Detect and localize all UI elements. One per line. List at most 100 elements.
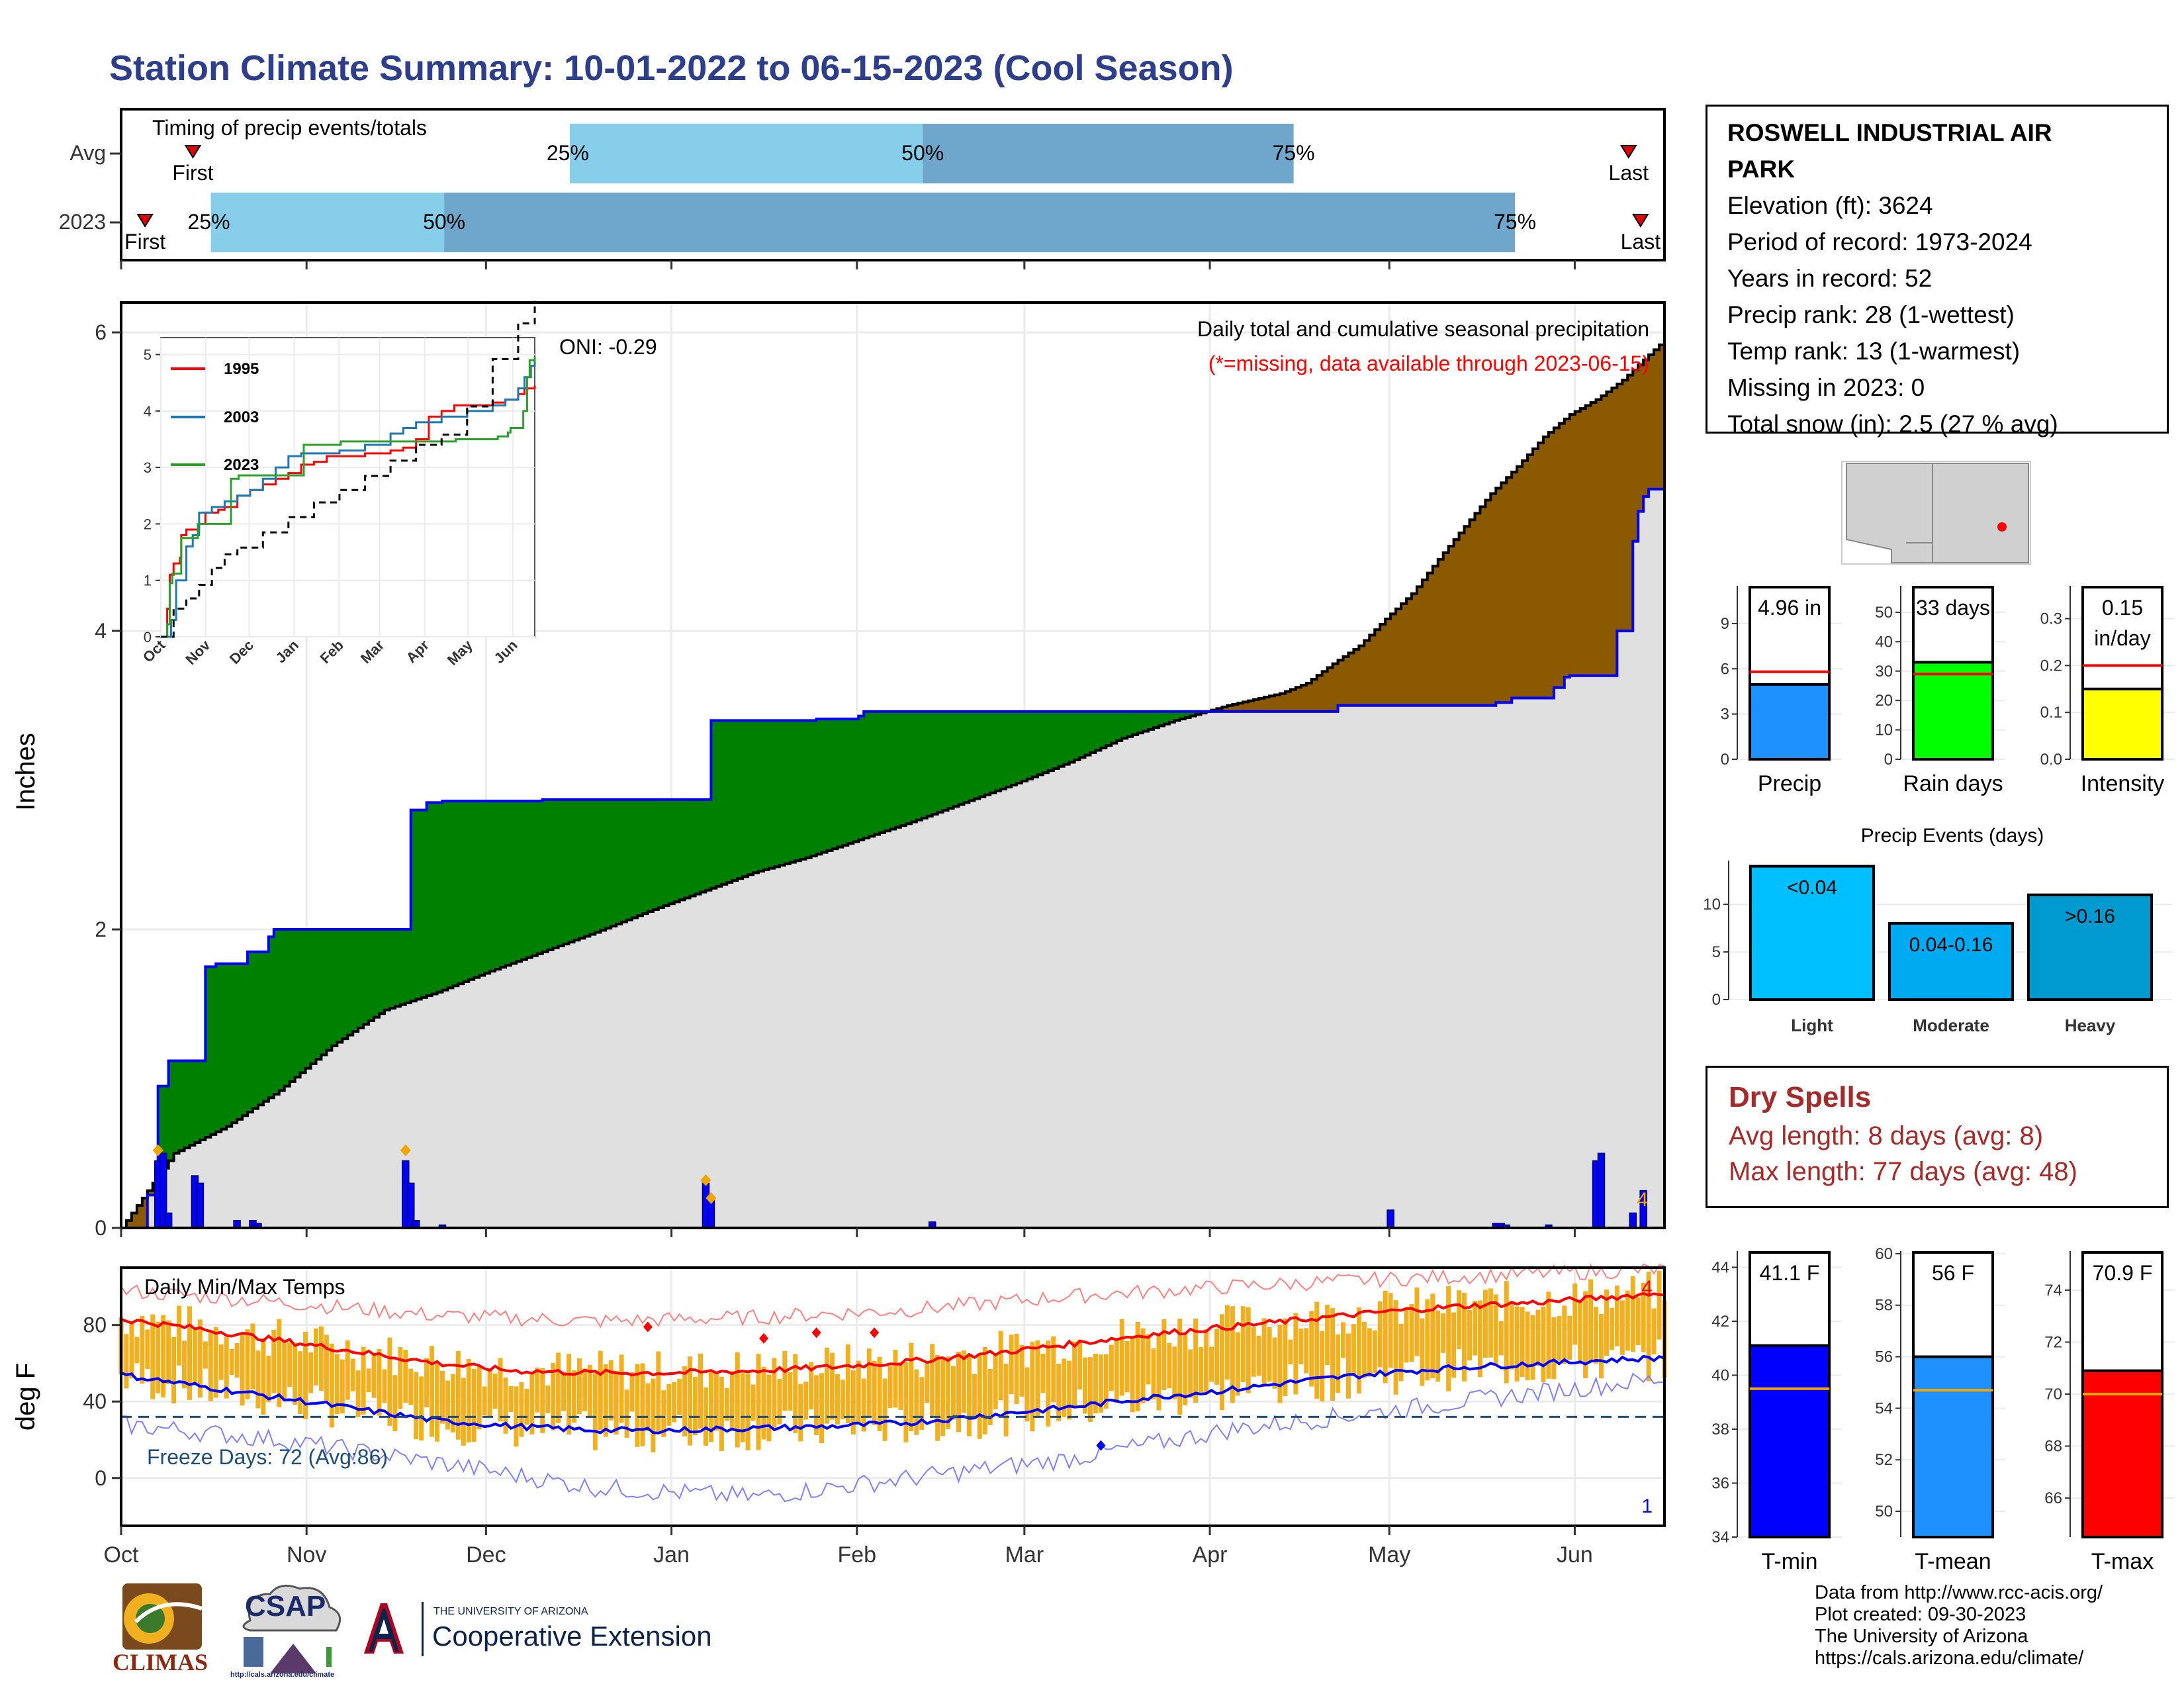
temp-ytick-label: 42 <box>1711 1313 1729 1331</box>
timing-first-label: First <box>172 161 213 185</box>
precip-daily-bar <box>196 1182 205 1229</box>
precip-summary-label: Precip <box>1758 771 1821 796</box>
inset-series-line <box>161 356 536 638</box>
precip-events-bar-label: 0.04-0.16 <box>1909 934 1993 956</box>
temps-ylabel: deg F <box>11 1363 40 1430</box>
ua-logo-big-text: Cooperative Extension <box>432 1620 712 1652</box>
footer-plot-created: Plot created: 09-30-2023 <box>1815 1604 2026 1625</box>
temps-daily-bars <box>118 1270 1667 1453</box>
dry-spells-heading: Dry Spells <box>1729 1081 1872 1113</box>
timing-p50-label: 50% <box>423 210 465 234</box>
inset-legend-label: 1995 <box>224 360 259 378</box>
temp-ytick-label: 34 <box>1711 1528 1729 1546</box>
temp-ytick-label: 60 <box>1875 1245 1893 1263</box>
temps-record-max-line <box>120 1263 1665 1329</box>
precip-summary-ytick-label: 0 <box>1721 751 1729 769</box>
precip-daily-bar <box>164 1212 173 1229</box>
timing-first-label: First <box>124 230 165 254</box>
page-title: Station Climate Summary: 10-01-2022 to 0… <box>109 48 1234 88</box>
inset-ytick-label: 0 <box>144 629 152 645</box>
inset-series-line <box>161 385 536 638</box>
snow-marker <box>152 1144 163 1156</box>
precip-title: Daily total and cumulative seasonal prec… <box>1197 317 1649 341</box>
temps-ytick-label: 0 <box>95 1466 107 1490</box>
inset-ytick-label: 4 <box>144 403 152 420</box>
precip-events-ytick-label: 10 <box>1703 896 1721 914</box>
temp-value-label: 41.1 F <box>1760 1261 1820 1285</box>
raindays-summary-ytick-label: 30 <box>1875 663 1893 680</box>
timing-row-label: Avg <box>69 141 106 165</box>
station-years: Years in record: 52 <box>1727 265 1933 292</box>
timing-row-label: 2023 <box>59 210 106 234</box>
precip-above-avg-area <box>121 711 1212 1228</box>
month-label: Oct <box>104 1542 139 1568</box>
footer-data-source: Data from http://www.rcc-acis.org/ <box>1815 1582 2103 1603</box>
station-name: ROSWELL INDUSTRIAL AIR PARK <box>1727 119 2052 183</box>
precip-events-ytick-label: 0 <box>1712 991 1721 1009</box>
raindays-summary-value-label: 33 days <box>1916 596 1990 620</box>
raindays-summary-label: Rain days <box>1903 771 2003 796</box>
climas-logo-mark <box>122 1583 203 1650</box>
timing-bar-q2 <box>444 193 1516 252</box>
temp-ytick-label: 72 <box>2044 1333 2062 1351</box>
intensity-summary-value-label: in/day <box>2094 626 2150 650</box>
month-label: Jun <box>1557 1542 1593 1568</box>
temp-ytick-label: 52 <box>1875 1451 1893 1469</box>
precip-subtitle: (*=missing, data available through 2023-… <box>1208 352 1649 375</box>
temp-ytick-label: 58 <box>1875 1297 1893 1315</box>
precip-2023-line <box>121 487 1666 1229</box>
freeze-days-label: Freeze Days: 72 (Avg:86) <box>147 1445 388 1469</box>
record-high-marker <box>870 1327 880 1338</box>
ua-a-icon <box>364 1603 404 1654</box>
dry-spells-max: Max length: 77 days (avg: 48) <box>1729 1157 2077 1186</box>
inset-ytick-label: 3 <box>144 459 152 476</box>
timing-p75-label: 75% <box>1494 210 1536 234</box>
month-label: May <box>1368 1542 1410 1568</box>
climas-logo: CLIMAS <box>109 1582 215 1681</box>
station-precip-rank: Precip rank: 28 (1-wettest) <box>1727 301 2015 328</box>
inset-legend-label: 2003 <box>224 408 259 426</box>
precip-summary-bar <box>1748 682 1831 761</box>
intensity-summary-label: Intensity <box>2081 771 2165 796</box>
precip-ylabel: Inches <box>11 733 40 811</box>
precip-daily-bar <box>1387 1209 1394 1229</box>
precip-ytick-label: 2 <box>95 917 107 941</box>
intensity-summary-value-label: 0.15 <box>2102 596 2143 620</box>
temp-ytick-label: 40 <box>1711 1366 1729 1384</box>
precip-summary-ytick-label: 3 <box>1721 706 1729 724</box>
station-location-marker <box>1997 522 2007 532</box>
ua-logo-small-text: THE UNIVERSITY OF ARIZONA <box>433 1606 588 1617</box>
temps-note-bottom: 1 <box>1641 1495 1653 1517</box>
temp-ytick-label: 54 <box>1875 1399 1893 1417</box>
record-high-marker <box>811 1327 821 1338</box>
precip-daily-bar <box>1629 1212 1637 1229</box>
temp-label: T-mean <box>1915 1549 1991 1574</box>
month-label: Nov <box>287 1542 326 1568</box>
precip-ytick-label: 0 <box>95 1216 107 1240</box>
month-label: Feb <box>837 1542 876 1568</box>
timing-bar-q1 <box>569 124 923 183</box>
intensity-summary-ytick-label: 0.2 <box>2040 657 2062 675</box>
precip-summary-ytick-label: 9 <box>1721 615 1729 633</box>
raindays-summary-ytick-label: 40 <box>1875 633 1893 651</box>
temps-ytick-label: 80 <box>83 1313 107 1337</box>
precip-avg-area <box>121 487 1664 1228</box>
temp-ytick-label: 66 <box>2044 1489 2062 1507</box>
raindays-summary-ytick-label: 10 <box>1875 722 1893 739</box>
temp-bar <box>1748 1344 1831 1538</box>
precip-events-ytick-label: 5 <box>1712 943 1721 961</box>
precip-summary-value-label: 4.96 in <box>1758 596 1821 620</box>
intensity-summary-ytick-label: 0.0 <box>2040 751 2062 769</box>
timing-p25-label: 25% <box>547 141 589 165</box>
ua-logo-divider <box>422 1602 424 1656</box>
temp-ytick-label: 70 <box>2044 1385 2062 1403</box>
inset-ytick-label: 5 <box>144 347 152 363</box>
temp-ytick-label: 68 <box>2044 1438 2062 1456</box>
temps-ytick-label: 40 <box>83 1389 107 1413</box>
month-label: Dec <box>466 1542 506 1568</box>
precip-events-title: Precip Events (days) <box>1861 825 2044 847</box>
timing-p50-label: 50% <box>901 141 944 165</box>
month-label: Mar <box>1005 1542 1044 1568</box>
inset-frame <box>160 337 535 637</box>
